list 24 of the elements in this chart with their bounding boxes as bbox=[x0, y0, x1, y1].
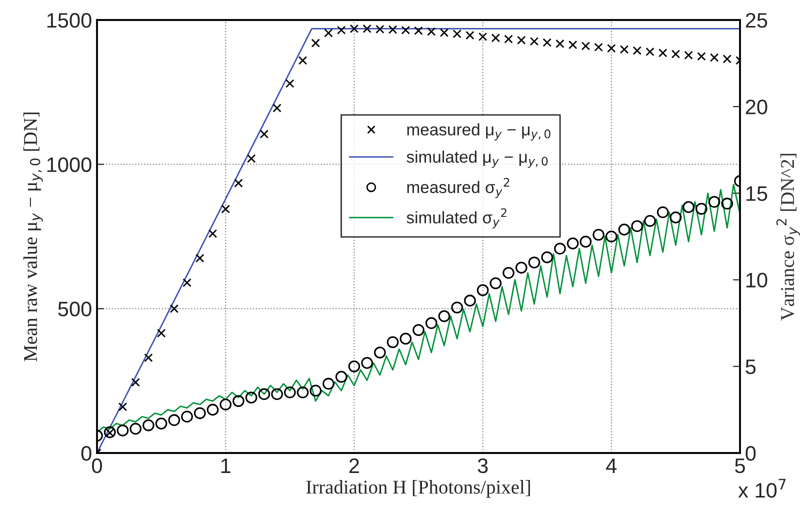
legend-label: simulated σ$_{y}$$^{2}$ bbox=[406, 208, 506, 228]
x-axis-title: Irradiation H [Photons/pixel] bbox=[306, 480, 530, 498]
y-tick-label: 1000 bbox=[47, 157, 92, 172]
y2-tick-label: 10 bbox=[746, 272, 768, 288]
y2-tick-label: 15 bbox=[746, 186, 768, 201]
y2-tick-label: 20 bbox=[746, 100, 768, 114]
legend-label: simulated μ$_{y}$ − μ$_{y,0}$ bbox=[406, 150, 548, 168]
x-tick-label: 0 bbox=[92, 458, 102, 474]
y-tick-label: 500 bbox=[58, 302, 92, 316]
x-tick-label: 5 bbox=[735, 458, 745, 474]
y-tick-label: 0 bbox=[81, 446, 92, 461]
y2-axis-title: Variance σ$_{y}$$^{2}$ [DN^2] bbox=[776, 154, 800, 321]
y-axis-title: Mean raw value μ$_{y}$ − μ$_{y,0}$ [DN] bbox=[23, 112, 43, 362]
y2-tick-label: 0 bbox=[746, 446, 756, 461]
y2-tick-label: 25 bbox=[746, 13, 768, 28]
x-tick-label: 1 bbox=[221, 458, 230, 473]
text: x 10$^{7}$ bbox=[738, 478, 786, 498]
legend-label: measured σ$_{y}$$^{2}$ bbox=[407, 178, 510, 198]
x-tick-label: 2 bbox=[349, 458, 359, 473]
x-tick-label: 4 bbox=[606, 458, 617, 473]
legend-label: measured μ$_{y}$ − μ$_{y,0}$ bbox=[407, 123, 550, 141]
y-tick-label: 1500 bbox=[47, 13, 92, 28]
x-tick-label: 3 bbox=[478, 458, 488, 474]
y2-tick-label: 5 bbox=[746, 360, 756, 374]
